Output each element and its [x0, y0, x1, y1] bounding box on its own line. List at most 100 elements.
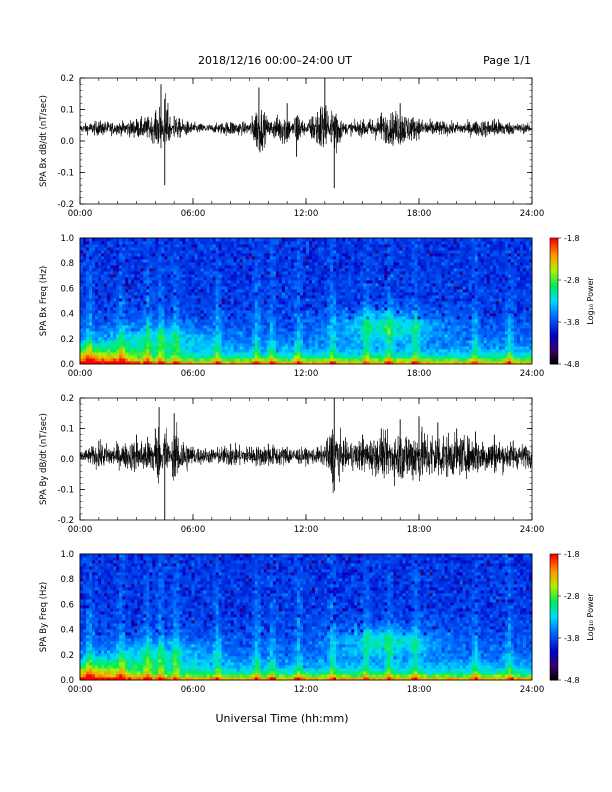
spectrogram-cell	[254, 247, 259, 251]
spectrogram-cell	[281, 244, 286, 248]
spectrogram-cell	[321, 304, 325, 308]
spectrogram-cell	[290, 280, 295, 284]
spectrogram-cell	[149, 253, 153, 257]
spectrogram-cell	[194, 361, 198, 365]
spectrogram-cell	[375, 334, 379, 338]
spectrogram-cell	[345, 280, 349, 284]
spectrogram-cell	[306, 244, 310, 248]
spectrogram-cell	[107, 322, 111, 326]
spectrogram-cell	[330, 334, 334, 338]
spectrogram-cell	[203, 361, 207, 365]
spectrogram-cell	[254, 325, 259, 329]
spectrogram-cell	[254, 280, 259, 284]
spectrogram-cell	[312, 325, 316, 329]
spectrogram-cell	[125, 283, 129, 287]
spectrogram-cell	[396, 331, 400, 335]
spectrogram-cell	[405, 265, 409, 269]
spectrogram-cell	[86, 280, 90, 284]
spectrogram-cell	[104, 265, 108, 269]
spectrogram-cell	[248, 262, 253, 266]
spectrogram-cell	[146, 286, 150, 290]
spectrogram-cell	[86, 298, 90, 302]
spectrogram-cell	[131, 241, 135, 245]
spectrogram-cell	[116, 322, 120, 326]
spectrogram-cell	[254, 259, 259, 263]
spectrogram-cell	[215, 292, 220, 296]
spectrogram-cell	[233, 319, 238, 323]
spectrogram-cell	[299, 322, 304, 326]
spectrogram-cell	[408, 295, 412, 299]
spectrogram-cell	[191, 265, 195, 269]
spectrogram-cell	[152, 241, 156, 245]
spectrogram-cell	[167, 361, 171, 365]
spectrogram-cell	[402, 334, 406, 338]
spectrogram-cell	[245, 277, 250, 281]
spectrogram-cell	[342, 256, 346, 260]
spectrogram-cell	[86, 316, 90, 320]
spectrogram-cell	[152, 247, 156, 251]
spectrogram-cell	[224, 352, 229, 356]
spectrogram-cell	[333, 256, 337, 260]
spectrogram-cell	[302, 313, 307, 317]
spectrogram-cell	[125, 316, 129, 320]
spectrogram-cell	[363, 286, 367, 290]
spectrogram-cell	[182, 349, 186, 353]
spectrogram-cell	[125, 259, 129, 263]
spectrogram-cell	[315, 271, 319, 275]
spectrogram-cell	[188, 313, 192, 317]
spectrogram-cell	[203, 340, 207, 344]
spectrogram-cell	[152, 256, 156, 260]
spectrogram-cell	[251, 355, 256, 359]
spectrogram-cell	[230, 262, 235, 266]
spectrogram-cell	[257, 304, 262, 308]
spectrogram-cell	[345, 283, 349, 287]
spectrogram-cell	[122, 337, 126, 341]
spectrogram-cell	[224, 340, 229, 344]
spectrogram-cell	[269, 259, 274, 263]
spectrogram-cell	[152, 319, 156, 323]
spectrogram-cell	[98, 352, 102, 356]
spectrogram-cell	[188, 256, 192, 260]
spectrogram-cell	[411, 262, 415, 266]
spectrogram-cell	[275, 286, 280, 290]
spectrogram-cell	[275, 259, 280, 263]
spectrogram-cell	[83, 265, 87, 269]
spectrogram-cell	[203, 304, 207, 308]
spectrogram-cell	[339, 352, 343, 356]
spectrogram-cell	[125, 271, 129, 275]
spectrogram-cell	[197, 352, 201, 356]
spectrogram-cell	[242, 238, 247, 242]
spectrogram-cell	[149, 313, 153, 317]
spectrogram-cell	[239, 301, 244, 305]
spectrogram-cell	[179, 304, 183, 308]
spectrogram-cell	[257, 250, 262, 254]
spectrogram-cell	[206, 286, 210, 290]
spectrogram-cell	[405, 304, 409, 308]
spectrogram-cell	[125, 334, 129, 338]
spectrogram-cell	[284, 361, 289, 365]
spectrogram-cell	[116, 307, 120, 311]
spectrogram-cell	[113, 295, 117, 299]
spectrogram-cell	[230, 304, 235, 308]
spectrogram-cell	[137, 274, 141, 278]
spectrogram-cell	[107, 277, 111, 281]
spectrogram-cell	[110, 253, 114, 257]
spectrogram-cell	[266, 325, 271, 329]
spectrogram-cell	[411, 307, 415, 311]
spectrogram-cell	[95, 283, 99, 287]
spectrogram-cell	[378, 262, 382, 266]
spectrogram-cell	[393, 268, 397, 272]
spectrogram-cell	[122, 292, 126, 296]
spectrogram-cell	[345, 277, 349, 281]
spectrogram-cell	[381, 271, 385, 275]
spectrogram-cell	[257, 310, 262, 314]
spectrogram-cell	[411, 310, 415, 314]
spectrogram-cell	[333, 238, 337, 242]
spectrogram-cell	[242, 283, 247, 287]
spectrogram-cell	[396, 358, 400, 362]
spectrogram-cell	[312, 334, 316, 338]
spectrogram-cell	[269, 319, 274, 323]
spectrogram-cell	[140, 283, 144, 287]
spectrogram-cell	[360, 256, 364, 260]
spectrogram-cell	[324, 274, 328, 278]
